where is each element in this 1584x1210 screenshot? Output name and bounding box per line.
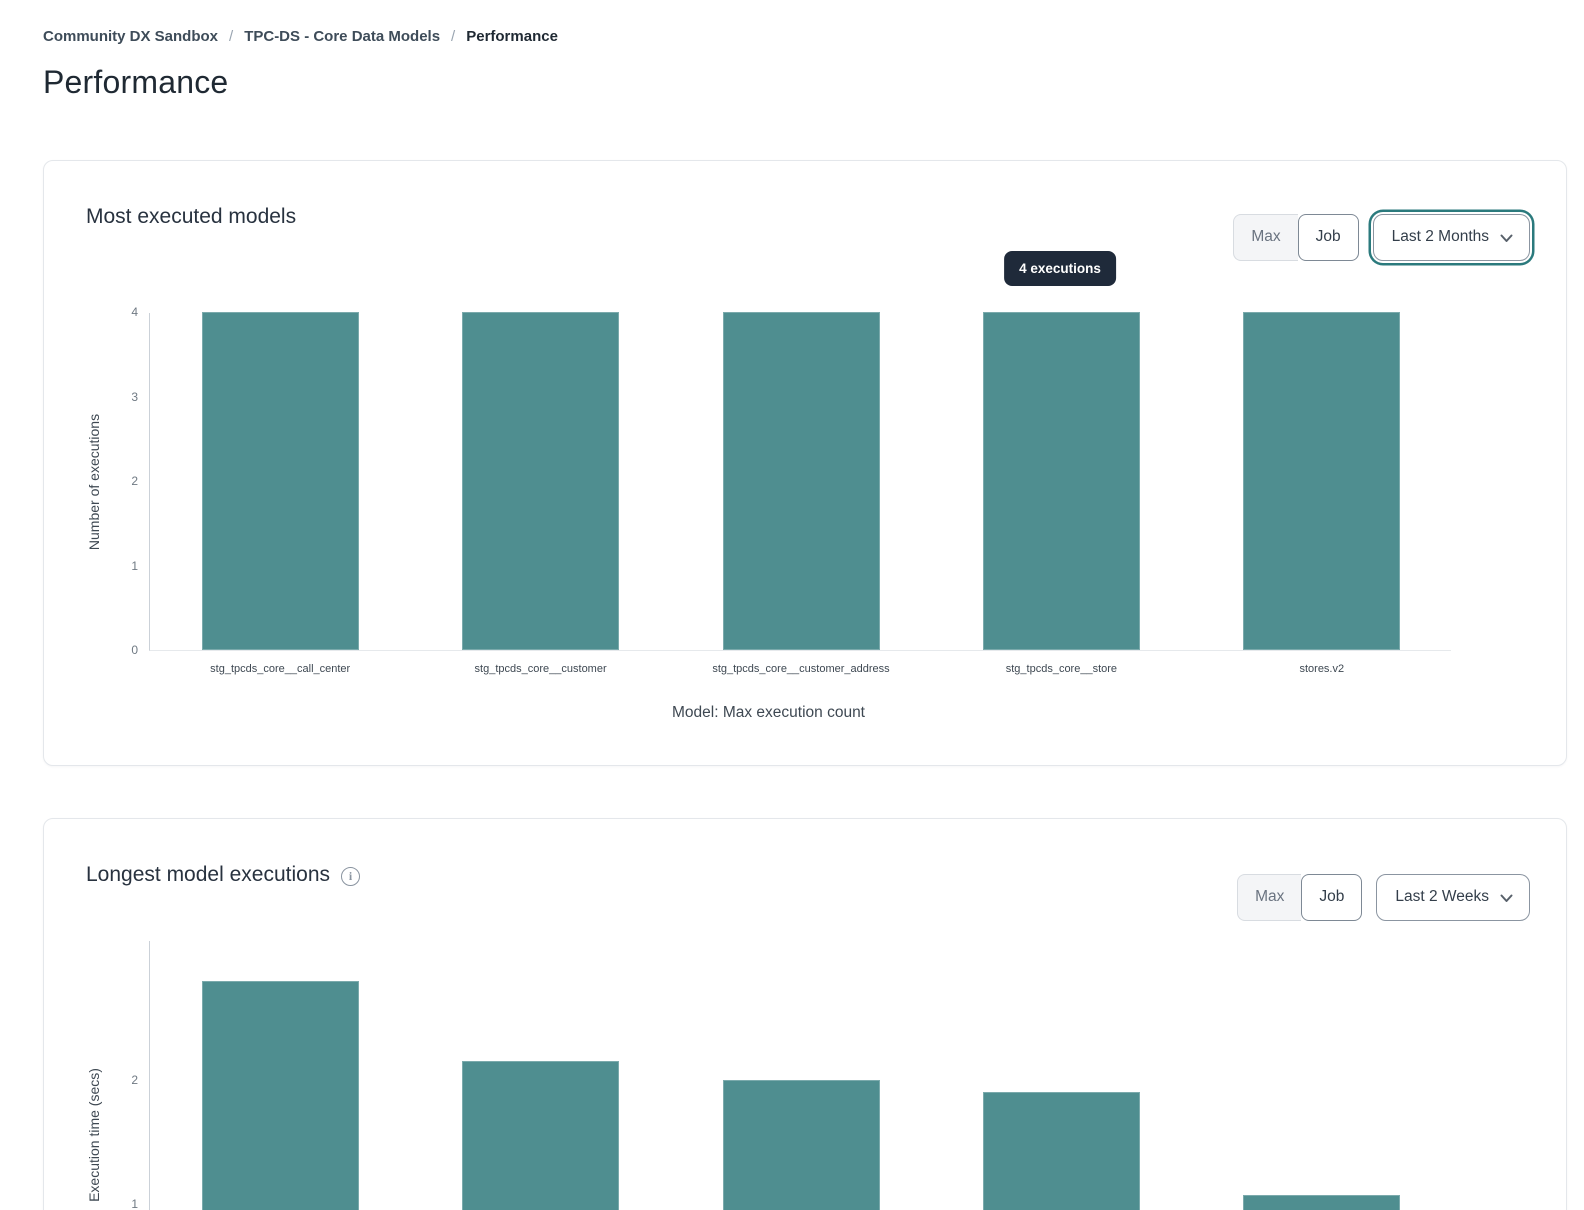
y-axis-tick-label: 1 bbox=[131, 558, 138, 573]
y-axis-tick-label: 2 bbox=[131, 1073, 138, 1087]
breadcrumb-item[interactable]: Community DX Sandbox bbox=[43, 28, 219, 45]
chevron-down-icon bbox=[1500, 234, 1513, 242]
time-range-value: Last 2 Weeks bbox=[1395, 888, 1489, 905]
y-axis-tick-label: 2 bbox=[131, 474, 138, 488]
chart-controls: Max Job Last 2 Weeks bbox=[1237, 873, 1530, 921]
chart-controls: Max Job Last 2 Months bbox=[1233, 213, 1530, 261]
breadcrumb-separator: / bbox=[451, 28, 456, 45]
breadcrumb-item[interactable]: TPC-DS - Core Data Models bbox=[244, 28, 441, 45]
toggle-job-button[interactable]: Job bbox=[1297, 213, 1359, 261]
x-category-label: stg_tpcds_core__customer bbox=[474, 663, 607, 675]
toggle-max-button[interactable]: Max bbox=[1233, 213, 1298, 261]
chart-bar[interactable] bbox=[1243, 312, 1401, 650]
chart-bar[interactable] bbox=[462, 312, 620, 650]
chart-bar[interactable] bbox=[982, 312, 1140, 650]
y-axis-title: Number of executions bbox=[86, 413, 102, 551]
y-axis-tick-label: 1 bbox=[131, 1197, 138, 1210]
max-job-toggle: Max Job bbox=[1233, 213, 1359, 261]
x-category-label: stores.v2 bbox=[1299, 663, 1345, 675]
breadcrumb-separator: / bbox=[229, 28, 234, 45]
chart-bar[interactable] bbox=[462, 1061, 620, 1210]
x-category-label: stg_tpcds_core__store bbox=[1005, 663, 1118, 675]
y-axis-tick-label: 3 bbox=[131, 389, 138, 404]
chart-bar[interactable] bbox=[201, 312, 359, 650]
chart-bar[interactable] bbox=[722, 1080, 880, 1210]
longest-model-executions-card: Longest model executions i Max Job Last … bbox=[43, 818, 1567, 1210]
time-range-value: Last 2 Months bbox=[1391, 228, 1489, 245]
info-icon[interactable]: i bbox=[341, 866, 360, 886]
x-category-label: stg_tpcds_core__customer_address bbox=[712, 663, 890, 675]
max-job-toggle: Max Job bbox=[1237, 873, 1363, 921]
bar-chart-most-executed: 0 1 2 3 4 stg_tpcds_core__call_center stg_tpcd… bbox=[131, 306, 1451, 675]
y-axis-title: Execution time (secs) bbox=[86, 1067, 103, 1202]
breadcrumb: Community DX Sandbox / TPC-DS - Core Data … bbox=[43, 28, 558, 45]
chart-bar[interactable] bbox=[982, 1092, 1140, 1210]
chart-bar[interactable] bbox=[201, 980, 359, 1210]
chart-bar[interactable] bbox=[1243, 1195, 1401, 1210]
toggle-job-button[interactable]: Job bbox=[1301, 873, 1363, 921]
card-title: Longest model executions i bbox=[86, 863, 360, 887]
card-title-text: Longest model executions bbox=[86, 863, 330, 886]
x-axis-title: Model: Max execution count bbox=[672, 704, 865, 721]
breadcrumb-item: Performance bbox=[466, 28, 558, 45]
card-title-text: Most executed models bbox=[86, 205, 297, 228]
toggle-max-button[interactable]: Max bbox=[1237, 873, 1302, 921]
x-category-label: stg_tpcds_core__call_center bbox=[210, 663, 351, 675]
page-title: Performance bbox=[43, 64, 229, 100]
most-executed-models-card: Most executed models Max Job Last 2 Mont… bbox=[43, 160, 1567, 766]
y-axis-tick-label: 4 bbox=[131, 305, 138, 319]
card-title: Most executed models bbox=[86, 205, 296, 229]
time-range-dropdown[interactable]: Last 2 Months bbox=[1372, 213, 1530, 261]
time-range-dropdown[interactable]: Last 2 Weeks bbox=[1376, 873, 1530, 921]
chart-bar[interactable] bbox=[722, 312, 880, 650]
y-axis-tick-label: 0 bbox=[131, 643, 138, 657]
chart-tooltip: 4 executions bbox=[1004, 251, 1116, 286]
chevron-down-icon bbox=[1500, 894, 1513, 902]
